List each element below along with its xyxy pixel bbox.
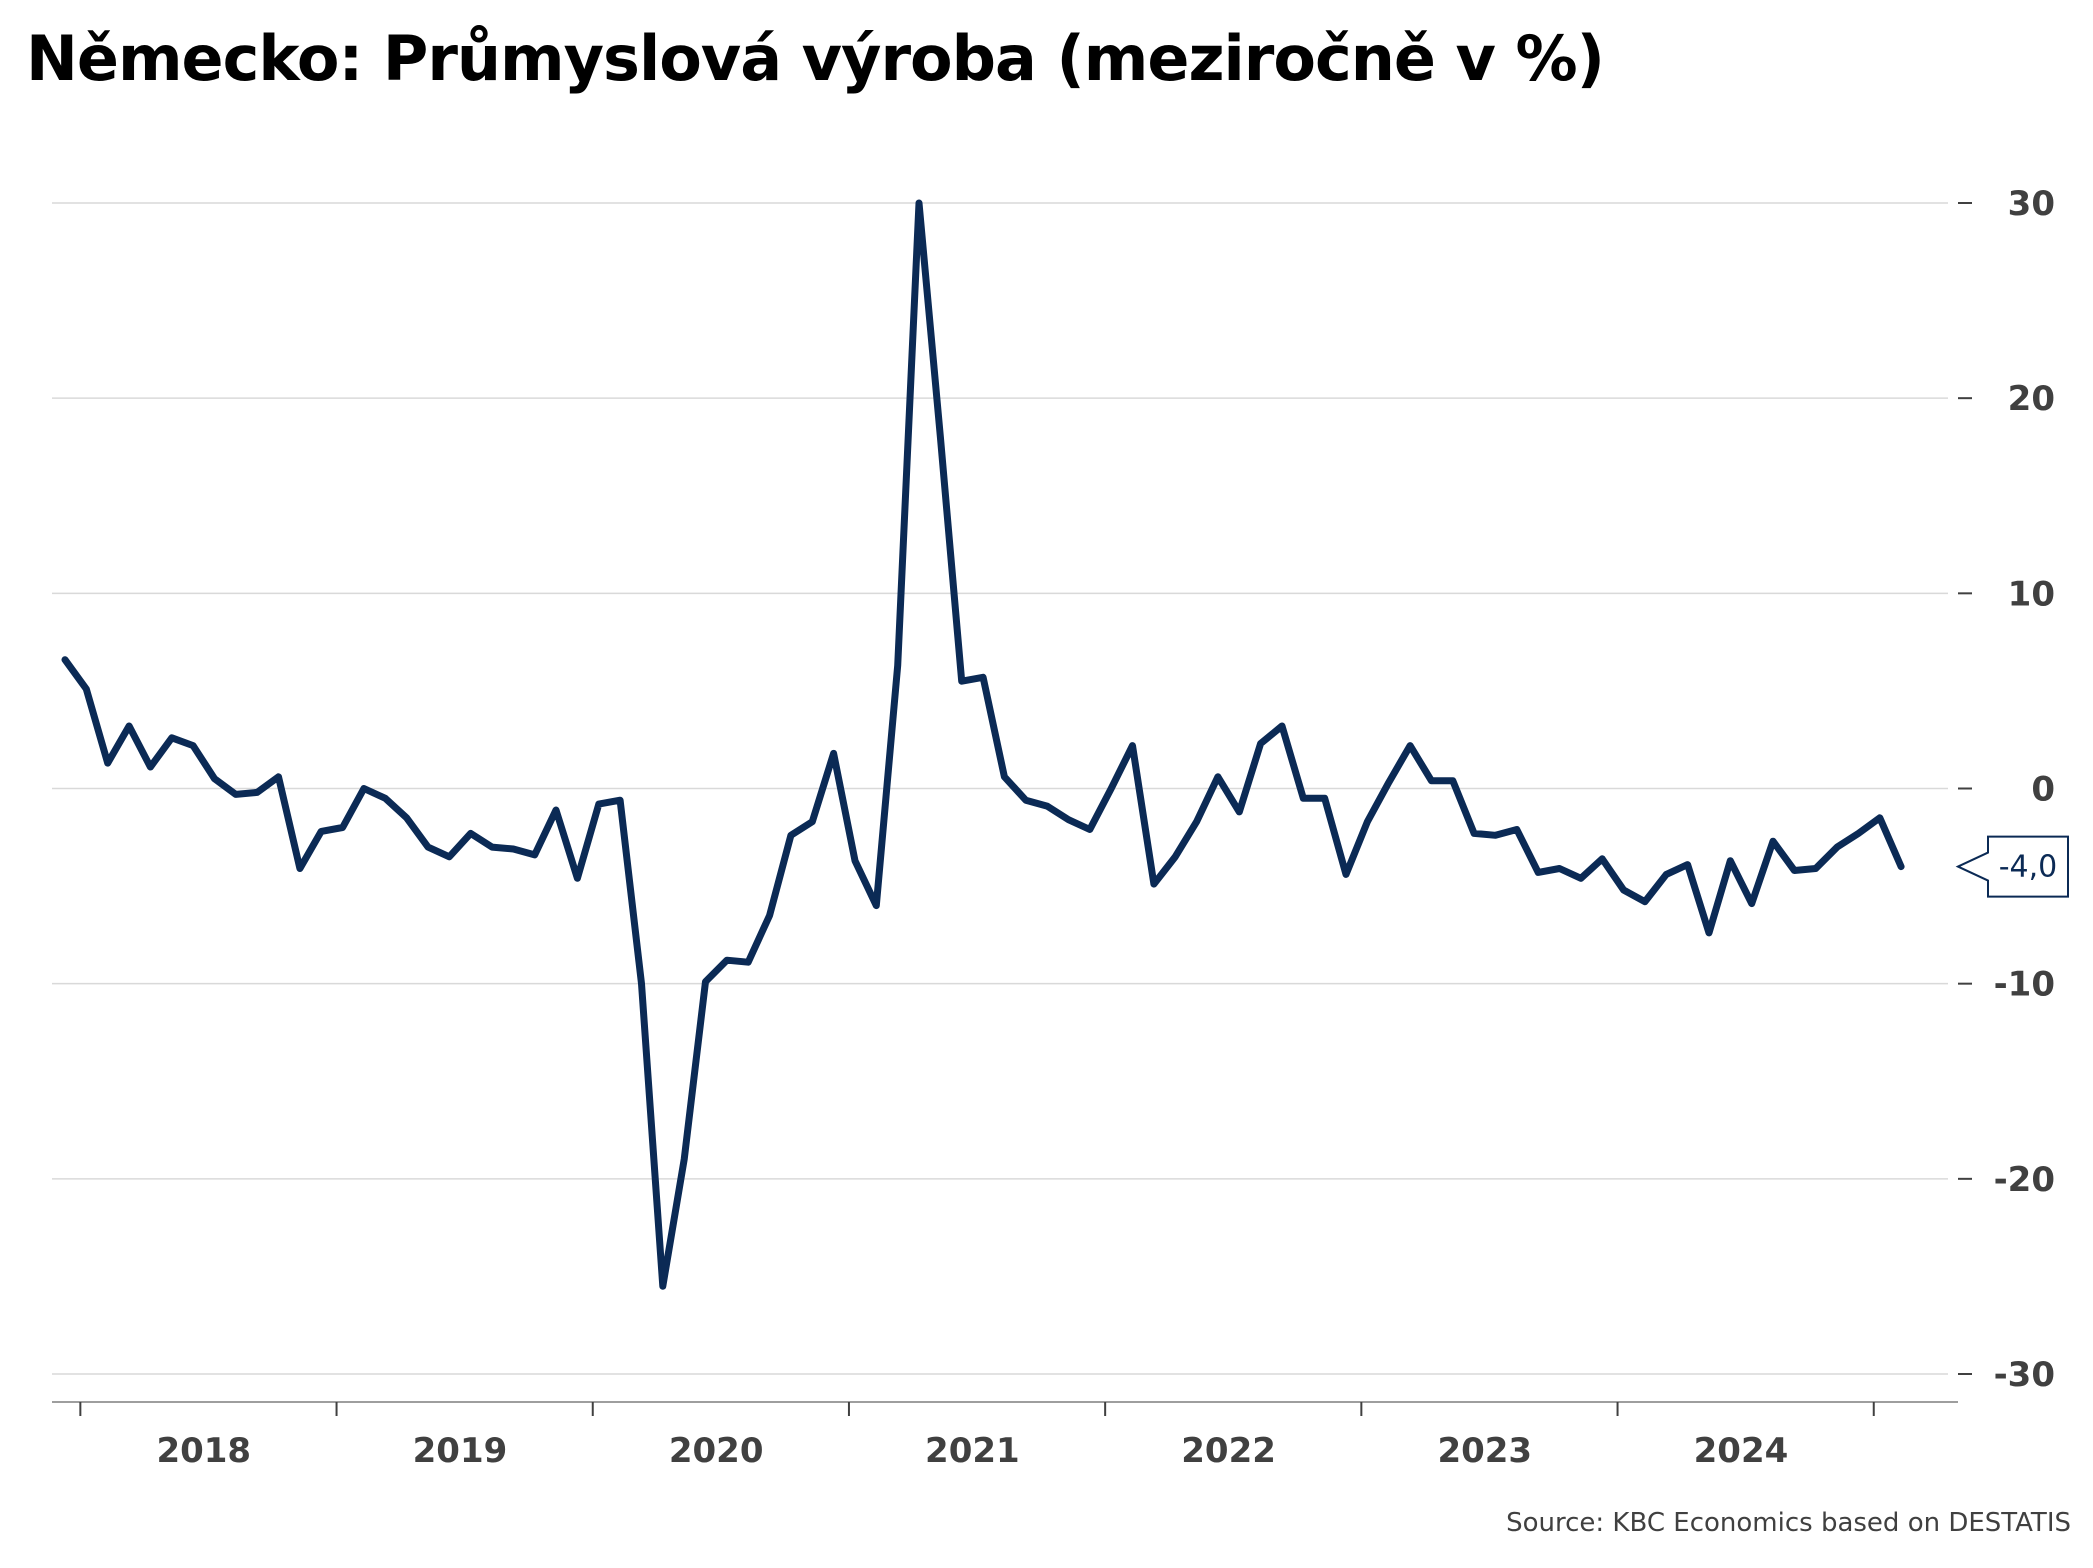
- y-tick-label: 30: [2008, 184, 2055, 224]
- y-tick-label: 10: [2008, 574, 2055, 614]
- y-tick-label: -20: [1994, 1160, 2055, 1200]
- x-tick-label: 2018: [156, 1431, 251, 1471]
- grid-lines: [52, 202, 1948, 1375]
- x-tick-label: 2021: [925, 1431, 1020, 1471]
- chart-title: Německo: Průmyslová výroba (meziročně v …: [26, 22, 1605, 95]
- y-tick-label: 0: [2031, 770, 2055, 810]
- x-tick-label: 2022: [1181, 1431, 1276, 1471]
- x-tick-label: 2020: [669, 1431, 764, 1471]
- callout-box: [1955, 835, 2069, 898]
- x-tick-label: 2024: [1694, 1431, 1789, 1471]
- last-value-label: -4,0: [1999, 850, 2058, 885]
- series-layer: [61, 199, 1905, 1290]
- x-tick-label: 2023: [1437, 1431, 1532, 1471]
- y-tick-label: 20: [2008, 379, 2055, 419]
- series-line: [61, 199, 1905, 1290]
- last-value-callout: -4,0: [1955, 835, 2069, 898]
- y-axis-ticks: 30 20 10 0 -10 -20 -30: [1958, 184, 2055, 1395]
- x-axis-ticks: 2018 2019 2020 2021 2022 2023 2024: [79, 1402, 1875, 1471]
- x-tick-label: 2019: [413, 1431, 508, 1471]
- y-tick-label: -30: [1994, 1355, 2055, 1395]
- source-note: Source: KBC Economics based on DESTATIS: [1506, 1508, 2071, 1538]
- y-tick-label: -10: [1994, 965, 2055, 1005]
